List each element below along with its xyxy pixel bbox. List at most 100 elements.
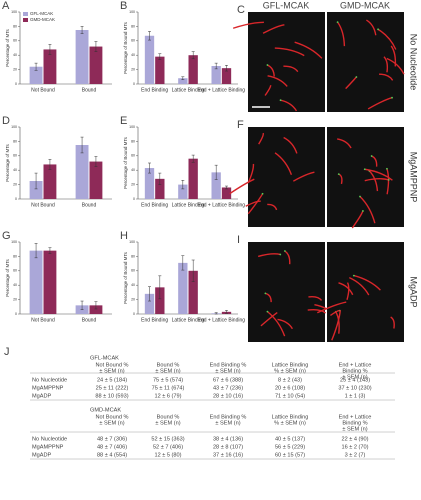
column-header: Not Bound % [96,414,129,420]
y-tick-label: 60 [13,269,17,273]
bar [178,184,188,199]
table-cell: 37 ± 10 (230) [338,385,371,391]
panel-label: D [2,115,10,127]
y-axis-label: Percentage of MTs [5,143,10,181]
speck [266,64,269,66]
microtubule [262,24,285,34]
error-bar [191,259,195,282]
error-bar [214,164,218,180]
error-bar [34,243,38,259]
microtubule [266,311,286,337]
microtubule [267,203,278,211]
y-tick-label: 80 [131,254,135,258]
y-tick-label: 40 [13,53,17,57]
microtubule [267,64,275,77]
error-bar [214,312,218,315]
bar [155,56,165,84]
microtubule [377,28,397,50]
microtubule [390,45,397,67]
error-bar [34,172,38,190]
y-axis-label: Percentage of MTs [5,258,10,296]
table-cell: 28 ± 8 (107) [213,444,243,450]
error-bar [191,154,195,163]
bar [89,46,103,84]
y-tick-label: 40 [13,168,17,172]
error-bar [148,31,151,41]
speck [363,168,366,171]
speck [261,192,264,195]
microtubule [317,301,347,314]
table-cell: 52 ± 15 (363) [151,436,184,442]
microtubule [338,282,354,296]
y-tick-label: 20 [13,183,17,187]
bar [43,164,57,199]
column-header: ± SEM (n) [155,368,180,374]
section-title: GMD-MCAK [90,407,121,413]
panel-label: C [237,4,245,16]
speck [386,167,388,170]
microtubule [284,250,291,265]
microtubule [390,316,395,329]
panel-label: G [2,230,11,242]
error-bar [48,247,52,254]
column-header: % ± SEM (n) [274,368,306,374]
legend-label: GFL-MCAK [30,11,53,16]
x-tick-label: Lattice Binding [172,202,205,208]
table-cell: 16 ± 2 (70) [341,444,368,450]
microtubule [337,138,352,149]
microtubule [371,155,378,167]
column-header: End + Lattice [339,362,372,368]
error-bar [225,65,228,72]
y-tick-label: 20 [131,68,135,72]
y-tick-label: 60 [13,154,17,158]
y-tick-label: 100 [129,10,135,14]
y-axis-label: Percentage of Bound MTs [123,251,128,304]
microtubule [364,178,389,182]
error-bar [225,185,228,190]
column-header: % ± SEM (n) [274,420,306,426]
panel-label: J [4,346,10,358]
speck [336,21,339,23]
column-header: End Binding % [210,362,247,368]
table-cell: 25 ± 11 (222) [96,385,129,391]
table-cell: 40 ± 5 (137) [275,436,305,442]
table-cell: 22 ± 4 (90) [341,436,368,442]
row-label: MgADP [32,452,52,458]
table-cell: 1 ± 1 (3) [345,393,366,399]
table-cell: 60 ± 15 (57) [275,452,305,458]
table-cell: 75 ± 11 (674) [152,385,185,391]
microtubule [258,132,264,145]
error-bar [225,310,228,314]
bar [144,35,155,84]
bar [188,270,198,314]
row-label: MgAMPPNP [32,385,64,391]
bar [29,181,43,199]
y-axis-label: Percentage of Bound MTs [123,136,128,189]
y-tick-label: 60 [131,39,135,43]
table-cell: 25 ± 4 (143) [340,377,370,383]
error-bar [148,162,151,174]
error-bar [148,286,151,302]
table-cell: 88 ± 4 (554) [97,452,127,458]
legend-swatch [23,12,28,16]
bar [29,66,43,84]
bar [144,293,155,314]
microtubule [264,85,272,96]
row-label: MgAMPPNP [32,444,64,450]
microtubule [386,57,405,75]
error-bar [158,275,162,300]
microtubule [283,65,299,73]
column-header: ± SEM (n) [342,426,367,432]
microtubule [283,136,298,154]
table-cell: 37 ± 16 (16) [213,452,243,458]
microtubule [247,193,264,215]
microtubule [257,253,281,258]
bar [155,178,165,199]
error-bar [181,76,185,80]
column-header: Bound % [157,414,180,420]
speck [337,173,340,176]
bar [29,250,43,314]
microtubule [229,178,255,195]
micrograph [327,12,404,112]
